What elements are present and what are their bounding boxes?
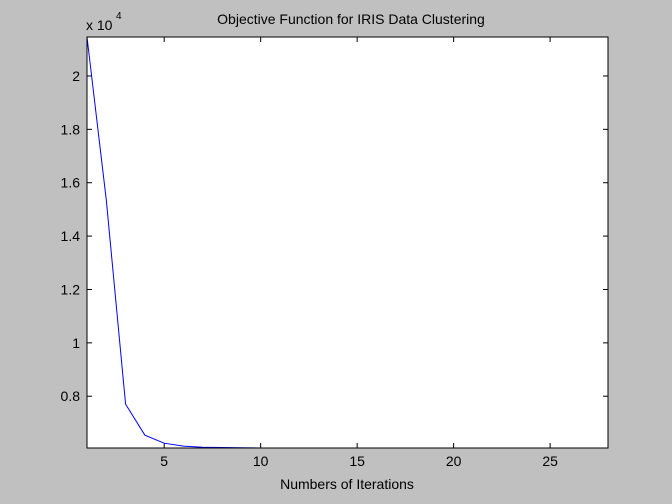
plot-area (87, 37, 608, 448)
x-tick-label: 25 (542, 453, 558, 469)
y-multiplier-exponent: 4 (116, 11, 122, 22)
x-tick-label: 10 (253, 453, 269, 469)
y-tick-label: 1 (72, 335, 80, 351)
x-axis-label: Numbers of Iterations (280, 476, 414, 492)
y-tick-label: 1.4 (61, 228, 81, 244)
x-tick-label: 20 (446, 453, 462, 469)
y-tick-label: 0.8 (61, 388, 81, 404)
y-tick-label: 2 (72, 68, 80, 84)
y-tick-label: 1.2 (61, 281, 81, 297)
y-tick-label: 1.6 (61, 175, 81, 191)
chart-title: Objective Function for IRIS Data Cluster… (217, 11, 485, 27)
x-tick-label: 15 (349, 453, 365, 469)
y-tick-label: 1.8 (61, 121, 81, 137)
plot-frame (86, 36, 609, 449)
y-multiplier: x 10 (86, 17, 113, 33)
x-tick-label: 5 (160, 453, 168, 469)
